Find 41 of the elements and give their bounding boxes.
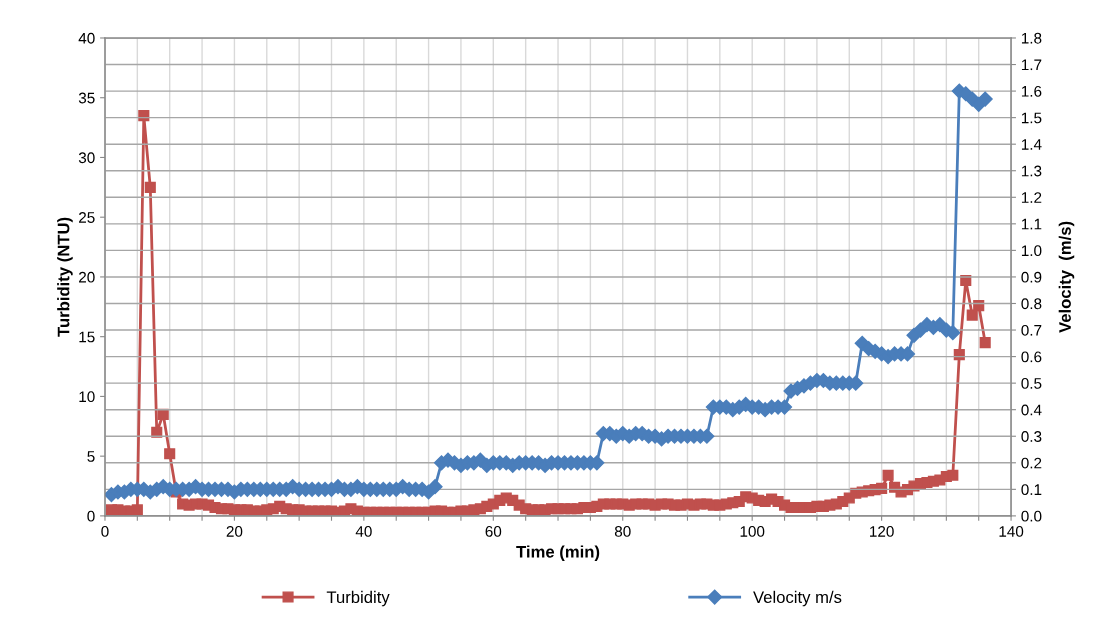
y-tick-label: 5 [87,451,95,462]
y2-tick-label: 1.6 [1021,85,1042,97]
x-axis-title: Time (min) [516,545,600,561]
x-tick-label: 60 [485,526,502,537]
y2-tick-label: 0.3 [1021,431,1042,442]
y2-tick-label: 1.4 [1021,139,1042,150]
y2-tick-label: 1.1 [1021,218,1042,230]
y2-tick-label: 1.5 [1021,112,1042,124]
x-tick-label: 0 [101,526,109,537]
y2-axis-title: Velocity (m/s) [1058,221,1075,333]
x-tick-label: 20 [226,526,243,537]
y-tick-label: 10 [79,391,95,403]
x-tick-label: 140 [999,526,1024,537]
y2-tick-label: 1.7 [1021,59,1042,71]
y2-tick-label: 0.5 [1021,378,1042,389]
legend-label: Velocity m/s [753,590,842,607]
y2-tick-label: 0.4 [1021,404,1042,416]
x-tick-label: 100 [740,526,765,537]
y-tick-label: 25 [79,212,95,223]
y2-tick-label: 1.8 [1021,32,1042,44]
y-tick-label: 20 [79,271,95,283]
y-tick-label: 35 [78,92,95,104]
y-tick-label: 15 [79,331,95,343]
x-tick-label: 80 [614,526,631,537]
y2-tick-label: 0.7 [1021,324,1042,336]
y2-tick-label: 1.2 [1021,192,1042,203]
y2-tick-label: 0.6 [1021,351,1042,363]
legend-label: Turbidity [326,590,390,607]
y2-tick-label: 0.1 [1021,484,1042,496]
y-tick-label: 30 [78,152,95,164]
y-tick-label: 40 [78,32,95,44]
y2-tick-label: 1.3 [1021,165,1042,177]
y2-tick-label: 1.0 [1021,245,1042,257]
y-tick-label: 0 [87,510,95,522]
y-axis-title: Turbidity (NTU) [57,217,73,337]
y2-tick-label: 0.0 [1021,510,1042,522]
y2-tick-label: 0.2 [1021,457,1042,469]
y2-tick-label: 0.8 [1021,298,1042,310]
x-tick-label: 40 [355,526,372,537]
x-tick-label: 120 [870,526,894,537]
y2-tick-label: 0.9 [1021,271,1042,283]
